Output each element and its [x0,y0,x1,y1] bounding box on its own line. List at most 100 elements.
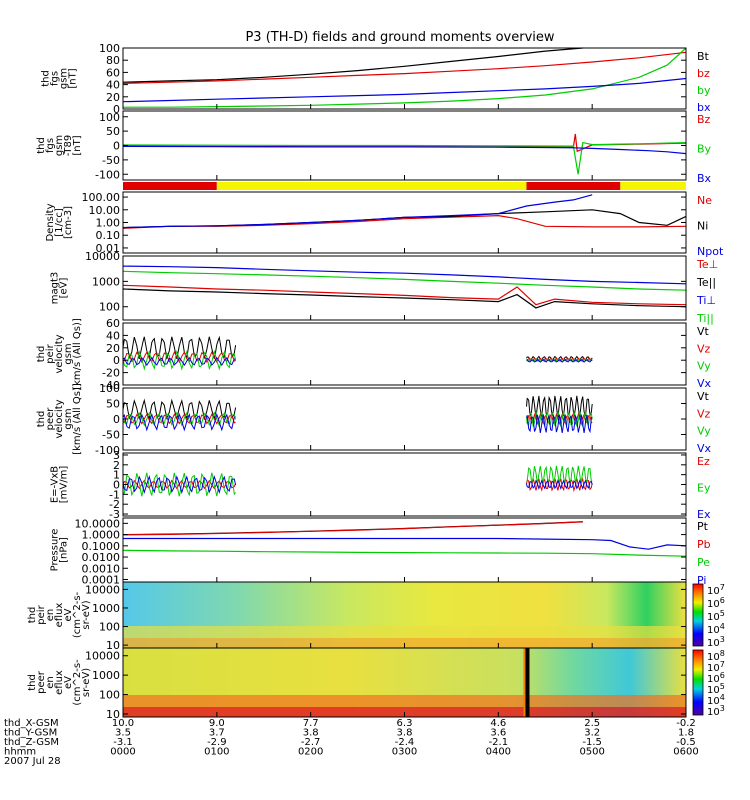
legend-entry: Npot [697,245,724,258]
series-Ey [122,472,236,497]
legend-entry: Bt [697,50,710,63]
y-tick-label: 100 [99,111,120,124]
legend-entry: Ti⊥ [696,294,716,307]
panel-frame [122,517,687,583]
colorbar-label: 106 [707,596,725,610]
y-tick-label: 0 [113,354,120,367]
y-tick-label: 0 [113,479,120,492]
series-Npot [122,194,593,229]
heatmap-band [123,626,686,638]
x-axis-value: 3.8 [303,728,319,739]
legend-entry: Te|| [696,276,716,289]
y-tick-label: 0.0001 [82,574,121,587]
y-tick-label: -100 [95,168,120,181]
y-tick-label: -20 [102,367,120,380]
status-segment [216,182,527,190]
x-axis-row-label: thd_X-GSM [4,718,59,729]
y-tick-label: -3 [109,508,120,521]
panel-pressure: Pt Pb Pe Pi 10.00001.00000.10000.01000.00100… [50,517,711,587]
y-tick-label: 1000 [92,669,120,682]
y-tick-label: 0.1000 [82,540,121,553]
heatmap-gap [524,648,530,717]
colorbar [692,583,704,647]
x-axis-value: 0400 [486,747,511,758]
legend-entry: Ez [697,455,710,468]
y-tick-label: 2 [113,459,120,472]
colorbar-label: 107 [707,660,725,674]
panel-frame [122,191,687,254]
y-tick-label: -40 [102,379,120,392]
y-tick-label: 40 [106,329,120,342]
series-Pt [122,521,583,536]
y-tick-label: 10000 [85,250,120,263]
x-axis-value: -0.5 [676,737,696,748]
x-axis-value: 0500 [579,747,604,758]
x-axis-value: 2.5 [584,718,600,729]
legend-entry: Pi [697,574,706,587]
y-tick-label: 0.10 [96,229,121,242]
legend-entry: bx [697,101,711,114]
status-segment [620,182,686,190]
x-axis-value: 6.3 [397,718,413,729]
legend-entry: Vz [697,342,711,355]
series-Vx [526,413,593,434]
series-Pb [122,521,583,536]
y-tick-label: 20 [106,91,120,104]
x-axis-table: thd_X-GSM 10.0 9.0 7.7 6.3 4.6 2.5 -0.2 thd_Y-GS… [4,718,699,767]
legend-entry: Vz [697,407,711,420]
y-tick-label: -1 [109,488,120,501]
legend-entry: Bx [697,172,712,185]
x-axis-value: 1.8 [678,728,694,739]
series-by [123,47,687,108]
series-Ex [526,479,593,490]
colorbar-label: 103 [707,635,725,649]
panel-frame [122,322,687,386]
y-tick-label: 1.0000 [82,529,121,542]
y-axis-label: Pressure[nPa] [50,529,70,572]
legend-entry: Ex [697,508,711,521]
series-Vy [122,411,237,427]
y-tick-label: 0 [113,413,120,426]
x-axis-value: 7.7 [303,718,319,729]
series-bz [122,51,687,84]
y-tick-label: 10 [106,708,120,721]
y-tick-label: 10.0000 [75,517,121,530]
colorbar-label: 104 [707,622,725,636]
legend-entry: Vy [697,360,711,373]
x-axis-value: -2.4 [395,737,415,748]
y-tick-label: 1.00 [96,217,121,230]
colorbar-label: 108 [707,649,725,663]
y-tick-label: 1000 [92,602,120,615]
series-Te|| [122,288,687,309]
y-tick-label: -50 [102,429,120,442]
x-axis-value: -2.9 [207,737,227,748]
legend-entry: Vt [697,325,710,338]
x-axis-value: -2.1 [489,737,509,748]
plot-date: 2007 Jul 28 [4,756,61,767]
y-tick-label: -100 [95,444,120,457]
x-axis-value: 9.0 [209,718,225,729]
plot-title: P3 (TH-D) fields and ground moments over… [245,30,554,45]
y-tick-label: 3 [113,449,120,462]
series-Vx [526,358,593,363]
legend-entry: Pt [697,520,709,533]
y-axis-label: thdpeirenefluxeV(cm^2-s-sr-eV) [27,591,92,638]
y-tick-label: 80 [106,54,120,67]
series-Vt [526,395,593,418]
x-axis-value: -2.7 [301,737,321,748]
x-axis-row-label: thd_Y-GSM [4,728,57,739]
colorbar-label: 105 [707,682,725,696]
status-segment [123,182,217,190]
colorbar-label: 104 [707,693,725,707]
y-tick-label: 10000 [85,650,120,663]
y-tick-label: 10000 [85,583,120,596]
x-axis-value: 0300 [392,747,417,758]
panel-frame [122,255,687,321]
panel-peer_velocity: Vt Vz Vy Vx 100 50 0 -50 -100 thdpeervelocitygsm[… [36,382,712,457]
legend-entry: bz [697,67,710,80]
y-tick-label: -2 [109,498,120,511]
legend-entry: Pb [697,538,711,551]
